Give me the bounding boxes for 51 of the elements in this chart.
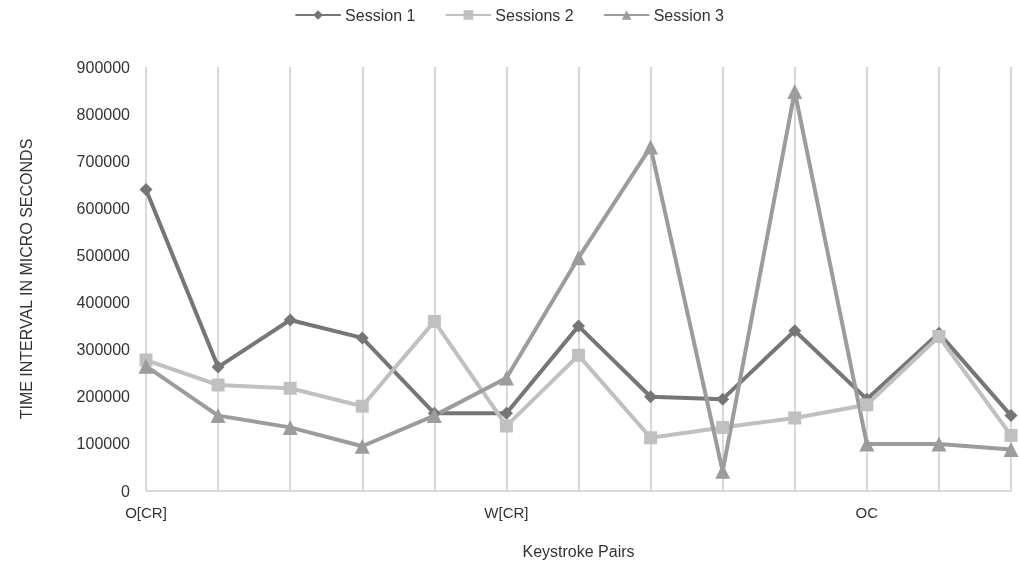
point xyxy=(643,139,659,155)
point xyxy=(282,419,298,435)
point xyxy=(354,438,370,454)
x-axis-title: Keystroke Pairs xyxy=(522,542,635,560)
point xyxy=(1003,442,1019,458)
point xyxy=(788,411,802,425)
point xyxy=(1004,428,1018,442)
x-tick-label: O[CR] xyxy=(125,504,167,521)
point xyxy=(644,390,658,404)
point xyxy=(931,436,947,452)
point xyxy=(138,358,154,374)
x-tick-label: OC xyxy=(855,504,879,521)
point xyxy=(571,250,586,266)
y-tick-label: 300000 xyxy=(76,341,131,359)
point xyxy=(787,84,803,99)
y-tick-label: 100000 xyxy=(76,435,131,453)
y-axis-title: TIME INTERVAL IN MICRO SECONDS xyxy=(17,138,35,420)
point xyxy=(283,313,297,327)
y-tick-label: 800000 xyxy=(76,105,131,123)
point xyxy=(211,378,225,392)
point xyxy=(859,436,875,452)
point xyxy=(1004,409,1018,423)
y-tick-label: 700000 xyxy=(76,152,131,170)
point xyxy=(211,360,225,374)
point xyxy=(716,420,730,434)
legend-label: Session 3 xyxy=(653,6,724,24)
y-tick-label: 0 xyxy=(121,482,131,500)
y-tick-label: 600000 xyxy=(76,199,131,217)
point xyxy=(355,331,369,345)
x-tick-label: W[CR] xyxy=(484,504,529,521)
point xyxy=(499,419,513,433)
point xyxy=(499,406,513,420)
point xyxy=(788,324,802,338)
point xyxy=(283,381,297,395)
y-tick-label: 500000 xyxy=(76,246,131,264)
point xyxy=(426,408,442,424)
point xyxy=(572,348,585,362)
point xyxy=(644,431,658,445)
point xyxy=(716,392,730,406)
point xyxy=(572,319,585,333)
y-tick-label: 400000 xyxy=(76,294,131,312)
point xyxy=(210,408,226,424)
point xyxy=(860,398,874,412)
point xyxy=(139,182,153,196)
point xyxy=(498,370,514,386)
point xyxy=(427,314,441,328)
legend-label: Sessions 2 xyxy=(495,6,574,24)
legend-label: Session 1 xyxy=(345,6,416,24)
y-tick-label: 200000 xyxy=(76,388,131,406)
y-tick-label: 900000 xyxy=(76,58,131,76)
point xyxy=(355,399,369,413)
